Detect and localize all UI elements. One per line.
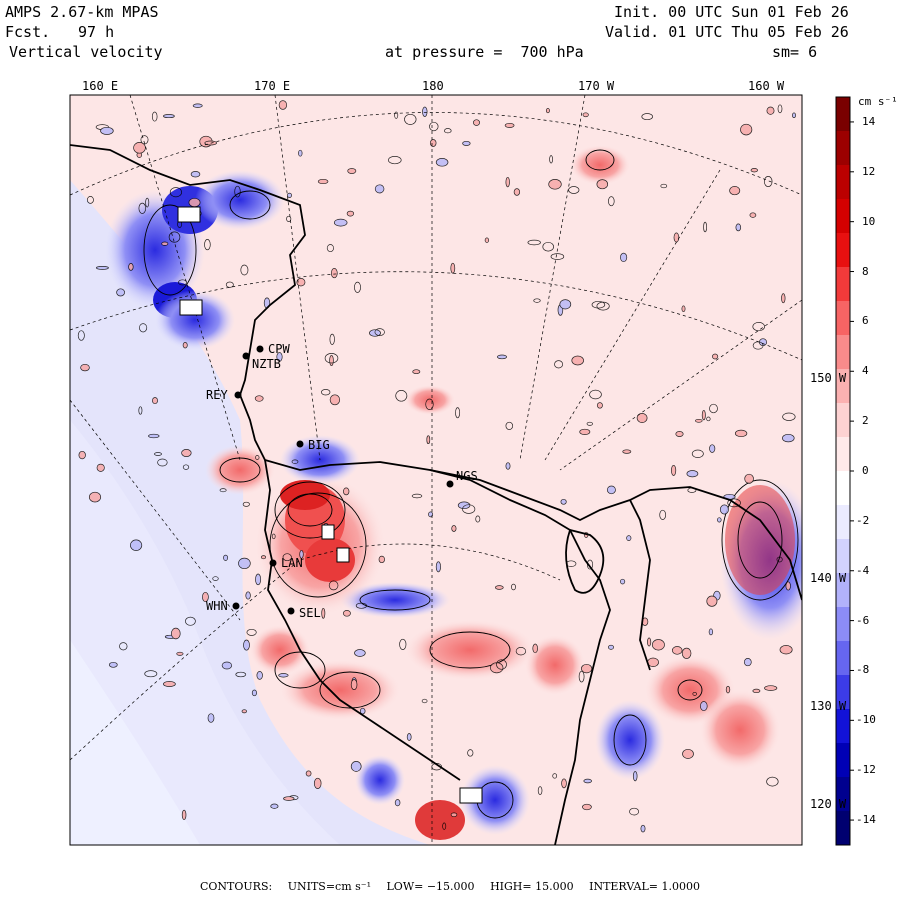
station-label-ngs: NGS xyxy=(456,469,478,483)
colorbar-segment xyxy=(836,97,850,132)
colorbar-segment xyxy=(836,777,850,812)
colorbar-segment xyxy=(836,709,850,744)
colorbar-segment xyxy=(836,539,850,574)
footer-high: HIGH= 15.000 xyxy=(490,880,574,893)
colorbar-tick-label: -14 xyxy=(856,813,876,827)
colorbar-segment xyxy=(836,811,850,846)
station-label-sel: SEL xyxy=(299,606,321,620)
station-marker-nztb xyxy=(242,352,250,360)
lat-label-150w: 150 W xyxy=(810,371,847,385)
colorbar-segment xyxy=(836,607,850,642)
colorbar-segment xyxy=(836,641,850,676)
footer-contours-label: CONTOURS: xyxy=(200,880,273,893)
lon-label-160w: 160 W xyxy=(748,79,785,93)
colorbar-segment xyxy=(836,335,850,370)
station-marker-whn xyxy=(232,602,240,610)
station-marker-big xyxy=(296,440,304,448)
forecast-label: Fcst. xyxy=(5,23,51,41)
smoothing-label: sm= 6 xyxy=(772,43,818,61)
footer-units: UNITS=cm s⁻¹ xyxy=(287,880,371,893)
colorbar-tick-label: 10 xyxy=(862,214,876,228)
lat-label-140w: 140 W xyxy=(810,571,847,585)
station-marker-lan xyxy=(269,559,277,567)
footer-low: LOW= −15.000 xyxy=(386,880,475,893)
colorbar-tick-label: -6 xyxy=(856,613,870,627)
colorbar-segment xyxy=(836,165,850,200)
station-marker-sel xyxy=(287,607,295,615)
station-marker-cpw xyxy=(256,345,264,353)
colorbar-segment xyxy=(836,369,850,404)
field-name: Vertical velocity xyxy=(9,43,163,61)
forecast-hours: 97 h xyxy=(78,23,115,41)
station-label-whn: WHN xyxy=(206,599,228,613)
colorbar-tick-label: 6 xyxy=(862,314,869,328)
colorbar-segment xyxy=(836,267,850,302)
lon-label-170e: 170 E xyxy=(254,79,291,93)
colorbar-segment xyxy=(836,403,850,438)
station-label-rey: REY xyxy=(206,388,228,402)
colorbar-segment xyxy=(836,743,850,778)
colorbar-tick-label: -12 xyxy=(856,763,876,777)
colorbar-segment xyxy=(836,573,850,608)
colorbar xyxy=(836,97,854,846)
colorbar-tick-label: -8 xyxy=(856,663,870,677)
colorbar-segment xyxy=(836,505,850,540)
station-label-nztb: NZTB xyxy=(252,357,281,371)
colorbar-segment xyxy=(836,471,850,506)
contours-footer: CONTOURS: UNITS=cm s⁻¹ LOW= −15.000 HIGH… xyxy=(0,880,900,893)
no-data-region xyxy=(70,640,200,845)
pressure-level: at pressure = 700 hPa xyxy=(385,43,584,61)
colorbar-segment xyxy=(836,675,850,710)
colorbar-tick-label: 2 xyxy=(862,414,869,428)
colorbar-segment xyxy=(836,131,850,166)
colorbar-tick-label: -2 xyxy=(856,513,870,527)
colorbar-tick-label: 0 xyxy=(862,464,869,477)
colorbar-tick-label: 14 xyxy=(862,114,876,128)
footer-interval: INTERVAL= 1.0000 xyxy=(589,880,700,893)
station-marker-ngs xyxy=(446,480,454,488)
lon-label-170w: 170 W xyxy=(578,79,615,93)
lat-label-130w: 130 W xyxy=(810,699,847,713)
map-frame xyxy=(69,94,803,846)
colorbar-segment xyxy=(836,233,850,268)
station-label-big: BIG xyxy=(308,438,330,452)
lat-label-120w: 120 W xyxy=(810,797,847,811)
colorbar-segment xyxy=(836,301,850,336)
station-label-cpw: CPW xyxy=(268,342,290,356)
coastline xyxy=(70,144,802,845)
colorbar-segment xyxy=(836,437,850,472)
station-label-lan: LAN xyxy=(281,556,303,570)
colorbar-tick-label: -10 xyxy=(856,713,876,727)
colorbar-frame xyxy=(835,96,851,846)
colorbar-segment xyxy=(836,199,850,234)
valid-time: Valid. 01 UTC Thu 05 Feb 26 xyxy=(605,23,849,41)
legend-units: cm s⁻¹ xyxy=(858,95,898,108)
colorbar-tick-label: 8 xyxy=(862,264,869,278)
lon-label-180: 180 xyxy=(422,79,444,93)
station-marker-rey xyxy=(234,391,242,399)
colorbar-tick-label: -4 xyxy=(856,563,870,577)
colorbar-tick-label: 12 xyxy=(862,164,876,178)
colorbar-tick-label: 4 xyxy=(862,364,869,378)
plateau-inner xyxy=(70,420,340,845)
lon-label-160e: 160 E xyxy=(82,79,119,93)
model-title: AMPS 2.67-km MPAS xyxy=(5,3,159,21)
init-time: Init. 00 UTC Sun 01 Feb 26 xyxy=(614,3,849,21)
